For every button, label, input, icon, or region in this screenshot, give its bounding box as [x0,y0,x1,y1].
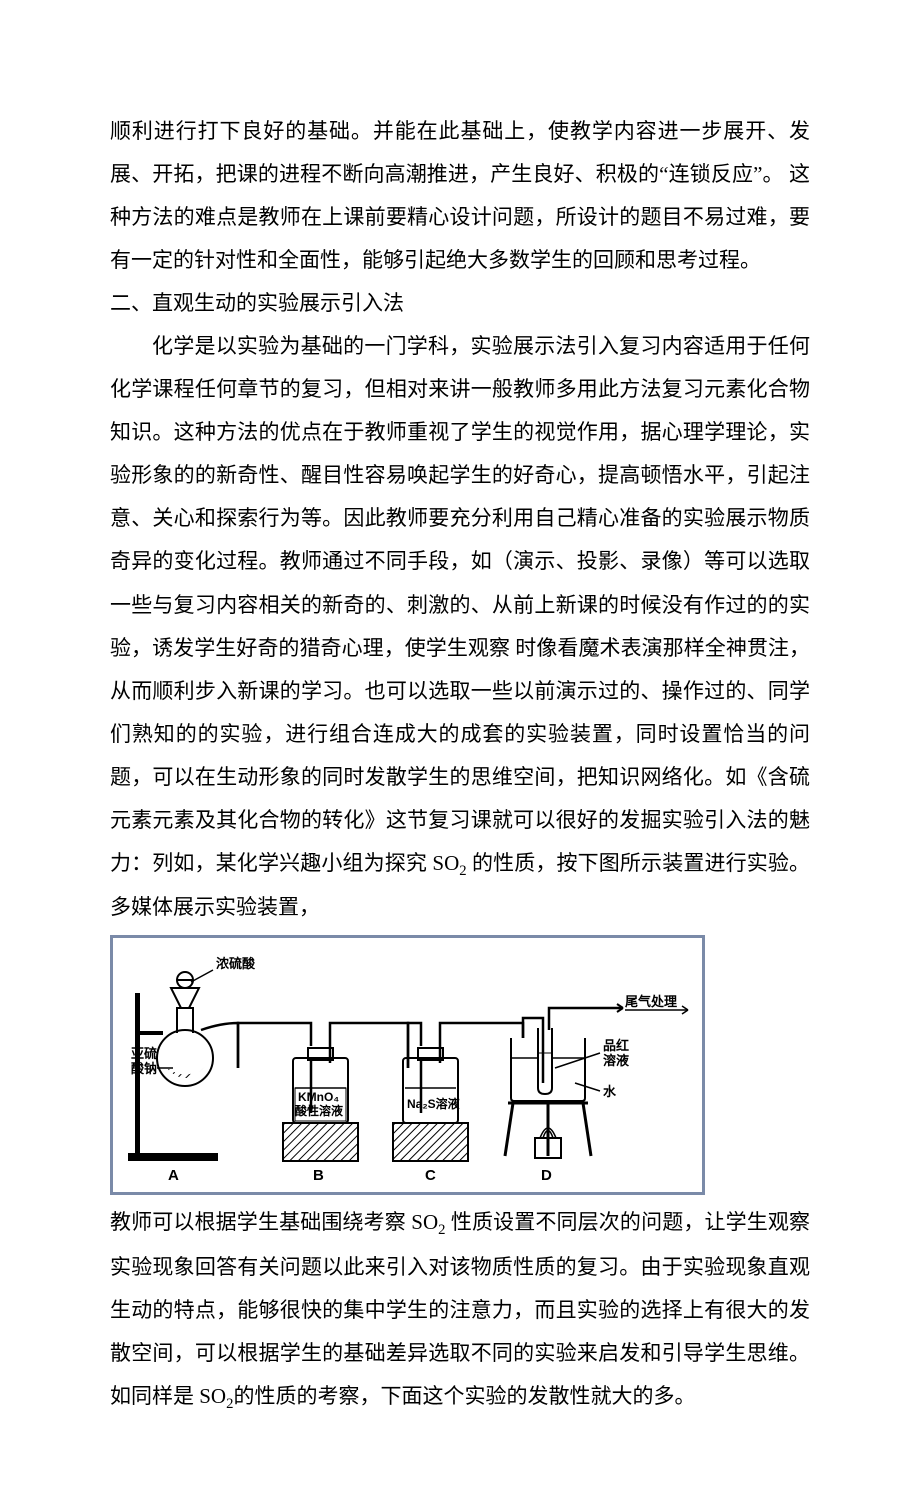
paragraph-body-2c: 的性质的考察，下面这个实验的发散性就大的多。 [233,1384,695,1408]
label-sodium-sulfite-2: 酸钠 [131,1061,157,1076]
label-letter-d: D [541,1167,552,1184]
subscript-2: 2 [459,863,466,879]
label-water: 水 [603,1084,617,1099]
label-kmno4-1: KMnO₄ [298,1090,339,1104]
label-conc-acid: 浓硫酸 [216,956,256,971]
label-magenta-1: 品红 [603,1038,629,1053]
label-kmno4-2: 酸性溶液 [295,1103,343,1118]
label-na2s: Na₂S溶液 [407,1096,460,1111]
experiment-apparatus-diagram: 浓硫酸 亚硫 酸钠 A KMnO₄ [110,935,705,1195]
apparatus-svg: 浓硫酸 亚硫 酸钠 A KMnO₄ [113,938,702,1192]
paragraph-intro-continuation: 顺利进行打下良好的基础。并能在此基础上，使教学内容进一步展开、发展、开拓，把课的… [110,110,810,282]
label-sodium-sulfite-1: 亚硫 [131,1046,157,1061]
label-letter-b: B [313,1167,324,1184]
paragraph-body-2: 教师可以根据学生基础围绕考察 SO 2 性质设置不同层次的问题，让学生观察实验现象… [110,1201,810,1419]
paragraph-body-1-text: 化学是以实验为基础的一门学科，实验展示法引入复习内容适用于任何化学课程任何章节的… [110,334,810,875]
subscript-2c: 2 [226,1396,233,1412]
document-page: 顺利进行打下良好的基础。并能在此基础上，使教学内容进一步展开、发展、开拓，把课的… [0,0,920,1499]
paragraph-body-1: 化学是以实验为基础的一门学科，实验展示法引入复习内容适用于任何化学课程任何章节的… [110,325,810,929]
paragraph-body-2a: 教师可以根据学生基础围绕考察 SO [110,1210,438,1234]
label-tail-gas: 尾气处理 [625,994,677,1009]
heading-section-2: 二、直观生动的实验展示引入法 [110,282,810,325]
label-letter-a: A [168,1167,179,1184]
paragraph-body-2b: 性质设置不同层次的问题，让学生观察实验现象回答有关问题以此来引入对该物质性质的复… [110,1210,810,1407]
apparatus-d [505,1004,623,1158]
label-magenta-2: 溶液 [603,1053,629,1068]
label-letter-c: C [425,1167,436,1184]
apparatus-c [393,1023,523,1161]
